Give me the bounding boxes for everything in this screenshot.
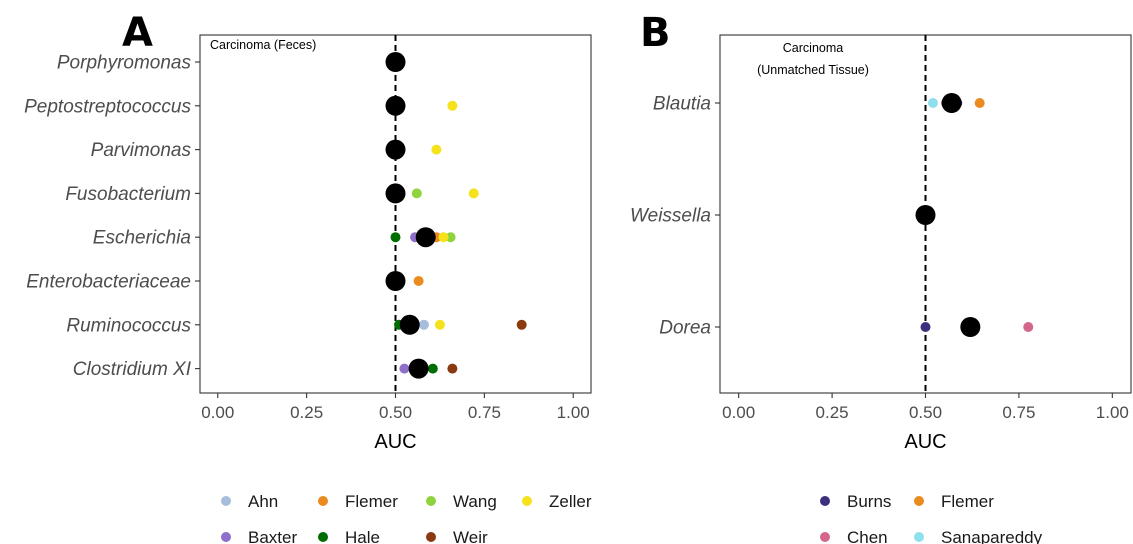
summary-point	[408, 358, 429, 379]
legend-label: Zeller	[549, 492, 592, 511]
legend-swatch	[318, 496, 328, 506]
point-flemer	[974, 98, 985, 108]
legend-label: Flemer	[941, 492, 994, 511]
legend-label: Wang	[453, 492, 497, 511]
point-sanapareddy	[927, 98, 938, 108]
y-tick-label: Blautia	[653, 94, 711, 115]
summary-point	[399, 314, 420, 335]
x-tick-label: 0.50	[909, 403, 942, 422]
point-zeller	[434, 319, 445, 330]
panel-a: Porphyromonas Peptostreptococcus Parvimona…	[24, 10, 592, 453]
panel-annotation: Carcinoma (Feces)	[210, 38, 316, 52]
panel-label: A	[122, 10, 153, 56]
legend-swatch	[318, 532, 328, 542]
y-tick-label: Dorea	[659, 318, 711, 339]
x-tick-label: 0.75	[468, 403, 501, 422]
legend-b: Burns Flemer Chen Sanapareddy	[820, 492, 1043, 544]
point-chen	[1023, 322, 1034, 332]
legend-label: Chen	[847, 528, 888, 544]
x-tick-label: 1.00	[557, 403, 590, 422]
x-tick-label: 1.00	[1096, 403, 1129, 422]
y-tick-label: Ruminococcus	[66, 315, 191, 336]
legend-swatch	[820, 496, 830, 506]
legend-label: Ahn	[248, 492, 278, 511]
point-baxter	[399, 363, 410, 374]
legend-swatch	[426, 496, 436, 506]
summary-point	[385, 271, 406, 291]
y-tick-label: Fusobacterium	[65, 184, 191, 205]
point-hale	[427, 363, 438, 374]
point-ahn	[418, 319, 429, 330]
panel-annotation: (Unmatched Tissue)	[757, 63, 869, 77]
legend-swatch	[522, 496, 532, 506]
summary-point	[385, 139, 406, 160]
legend-label: Hale	[345, 528, 380, 544]
panel-b: Blautia Weissella Dorea 0.00 0.25 0.50 0.75 1.0…	[630, 10, 1132, 453]
legend-swatch	[426, 532, 436, 542]
legend-swatch	[914, 532, 924, 542]
x-tick-label: 0.75	[1002, 403, 1035, 422]
point-flemer	[413, 276, 424, 286]
legend-label: Sanapareddy	[941, 528, 1043, 544]
summary-point	[385, 52, 406, 72]
y-tick-label: Escherichia	[93, 228, 191, 249]
point-weir	[516, 319, 527, 330]
y-tick-label: Enterobacteriaceae	[26, 272, 191, 293]
point-zeller	[468, 188, 479, 199]
y-tick-label: Parvimonas	[91, 140, 192, 161]
legend-swatch	[221, 496, 231, 506]
panel-annotation: Carcinoma	[783, 41, 843, 55]
x-tick-label: 0.25	[290, 403, 323, 422]
point-zeller	[447, 100, 458, 111]
point-zeller	[438, 232, 449, 243]
legend-label: Flemer	[345, 492, 398, 511]
x-tick-label: 0.00	[201, 403, 234, 422]
summary-point	[960, 317, 981, 337]
point-hale	[390, 232, 401, 243]
panel-label: B	[640, 10, 671, 56]
legend-swatch	[914, 496, 924, 506]
legend-label: Baxter	[248, 528, 297, 544]
x-tick-label: 0.50	[379, 403, 412, 422]
summary-point	[385, 183, 406, 204]
y-tick-label: Porphyromonas	[57, 53, 192, 74]
legend-swatch	[221, 532, 231, 542]
x-tick-label: 0.25	[816, 403, 849, 422]
summary-point	[941, 93, 962, 113]
point-wang	[411, 188, 422, 199]
y-tick-label: Clostridium XI	[73, 359, 192, 380]
summary-point	[415, 227, 436, 248]
point-weir	[447, 363, 458, 374]
legend-label: Burns	[847, 492, 891, 511]
legend-label: Weir	[453, 528, 488, 544]
y-tick-label: Weissella	[630, 206, 711, 227]
point-wang	[445, 232, 456, 243]
point-burns	[920, 322, 931, 332]
y-tick-label: Peptostreptococcus	[24, 96, 191, 117]
summary-point	[915, 205, 936, 225]
legend-a: Ahn Flemer Wang Zeller Baxter Hale Weir	[221, 492, 592, 544]
panel-border	[199, 34, 592, 394]
x-axis-title: AUC	[904, 431, 946, 453]
legend-swatch	[820, 532, 830, 542]
x-axis-title: AUC	[374, 431, 416, 453]
point-zeller	[431, 144, 442, 155]
summary-point	[385, 95, 406, 116]
x-tick-label: 0.00	[722, 403, 755, 422]
